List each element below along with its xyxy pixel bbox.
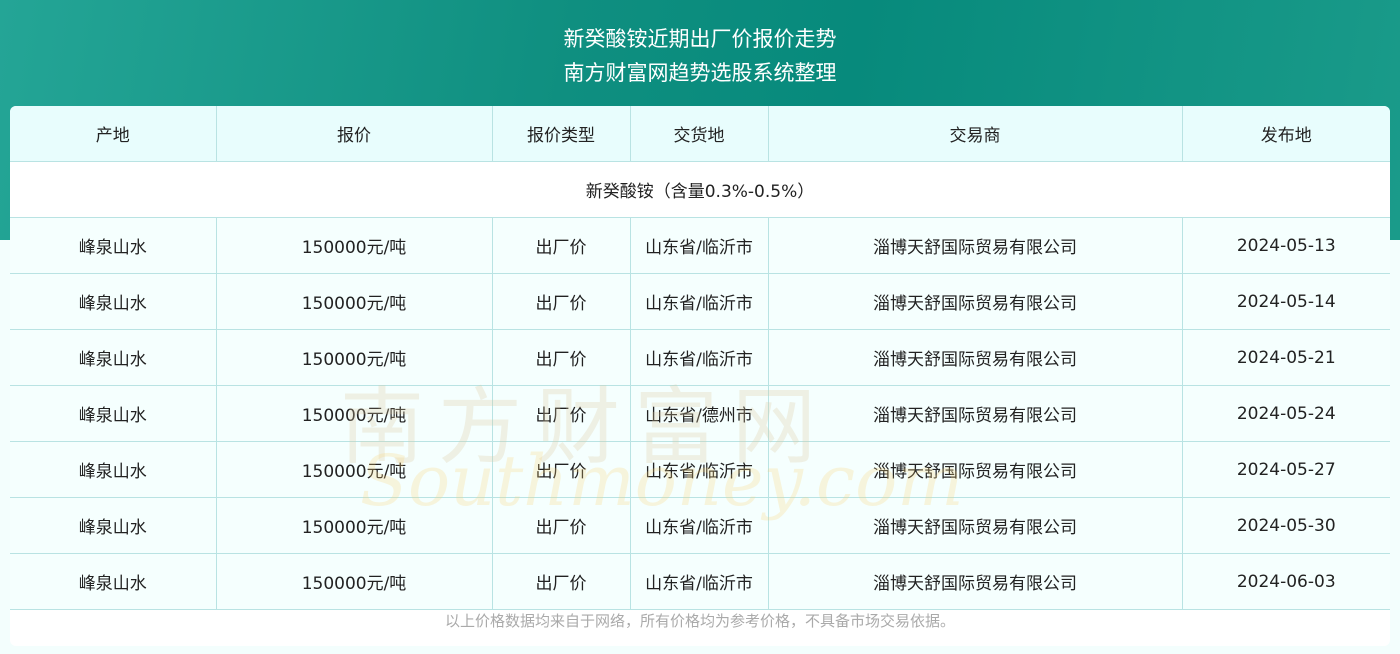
table-row: 峰泉山水 150000元/吨 出厂价 山东省/临沂市 淄博天舒国际贸易有限公司 2024-… (10, 441, 1390, 498)
table-cell: 山东省/临沂市 (630, 217, 769, 274)
table-cell: 峰泉山水 (10, 329, 217, 386)
table-cell: 出厂价 (492, 385, 631, 442)
table-cell: 淄博天舒国际贸易有限公司 (768, 329, 1183, 386)
table-cell: 出厂价 (492, 273, 631, 330)
table-cell: 出厂价 (492, 497, 631, 554)
table-row: 峰泉山水 150000元/吨 出厂价 山东省/临沂市 淄博天舒国际贸易有限公司 2024-… (10, 553, 1390, 610)
table-cell: 峰泉山水 (10, 385, 217, 442)
table-row: 峰泉山水 150000元/吨 出厂价 山东省/德州市 淄博天舒国际贸易有限公司 2024-… (10, 385, 1390, 442)
table-cell: 出厂价 (492, 217, 631, 274)
price-table: 产地 报价 报价类型 交货地 交易商 发布地 新癸酸铵（含量0.3%-0.5%） 峰泉山水… (10, 106, 1390, 610)
price-table-card: 产地 报价 报价类型 交货地 交易商 发布地 新癸酸铵（含量0.3%-0.5%） 峰泉山水… (10, 106, 1390, 646)
table-cell: 峰泉山水 (10, 273, 217, 330)
table-cell: 150000元/吨 (216, 385, 493, 442)
table-cell: 2024-05-14 (1182, 273, 1390, 330)
table-cell: 淄博天舒国际贸易有限公司 (768, 497, 1183, 554)
table-cell: 淄博天舒国际贸易有限公司 (768, 553, 1183, 610)
table-cell: 淄博天舒国际贸易有限公司 (768, 385, 1183, 442)
table-cell: 淄博天舒国际贸易有限公司 (768, 217, 1183, 274)
table-cell: 2024-05-27 (1182, 441, 1390, 498)
table-cell: 150000元/吨 (216, 329, 493, 386)
table-row: 峰泉山水 150000元/吨 出厂价 山东省/临沂市 淄博天舒国际贸易有限公司 2024-… (10, 497, 1390, 554)
table-header-row: 产地 报价 报价类型 交货地 交易商 发布地 (10, 106, 1390, 162)
table-cell: 150000元/吨 (216, 273, 493, 330)
table-cell: 山东省/临沂市 (630, 273, 769, 330)
disclaimer: 以上价格数据均来自于网络，所有价格均为参考价格，不具备市场交易依据。 (444, 612, 955, 630)
page-title: 新癸酸铵近期出厂价报价走势 (563, 27, 837, 51)
table-cell: 山东省/临沂市 (630, 553, 769, 610)
column-header: 报价类型 (492, 106, 631, 162)
table-cell: 2024-05-24 (1182, 385, 1390, 442)
table-cell: 山东省/德州市 (630, 385, 769, 442)
column-header: 发布地 (1182, 106, 1390, 162)
page-subtitle: 南方财富网趋势选股系统整理 (563, 61, 837, 85)
table-cell: 山东省/临沂市 (630, 329, 769, 386)
table-cell: 出厂价 (492, 329, 631, 386)
table-cell: 峰泉山水 (10, 217, 217, 274)
table-cell: 150000元/吨 (216, 217, 493, 274)
column-header: 产地 (10, 106, 217, 162)
group-label: 新癸酸铵（含量0.3%-0.5%） (10, 161, 1390, 218)
table-cell: 2024-06-03 (1182, 553, 1390, 610)
table-row: 峰泉山水 150000元/吨 出厂价 山东省/临沂市 淄博天舒国际贸易有限公司 2024-… (10, 329, 1390, 386)
table-cell: 150000元/吨 (216, 553, 493, 610)
table-cell: 2024-05-21 (1182, 329, 1390, 386)
column-header: 交货地 (630, 106, 769, 162)
table-cell: 2024-05-30 (1182, 497, 1390, 554)
table-cell: 出厂价 (492, 553, 631, 610)
table-cell: 峰泉山水 (10, 553, 217, 610)
table-cell: 峰泉山水 (10, 441, 217, 498)
group-row: 新癸酸铵（含量0.3%-0.5%） (10, 161, 1390, 218)
table-cell: 150000元/吨 (216, 441, 493, 498)
table-cell: 山东省/临沂市 (630, 441, 769, 498)
table-cell: 150000元/吨 (216, 497, 493, 554)
table-cell: 出厂价 (492, 441, 631, 498)
table-cell: 山东省/临沂市 (630, 497, 769, 554)
table-cell: 2024-05-13 (1182, 217, 1390, 274)
column-header: 报价 (216, 106, 493, 162)
table-cell: 淄博天舒国际贸易有限公司 (768, 441, 1183, 498)
table-cell: 淄博天舒国际贸易有限公司 (768, 273, 1183, 330)
table-cell: 峰泉山水 (10, 497, 217, 554)
table-row: 峰泉山水 150000元/吨 出厂价 山东省/临沂市 淄博天舒国际贸易有限公司 2024-… (10, 273, 1390, 330)
column-header: 交易商 (768, 106, 1183, 162)
table-row: 峰泉山水 150000元/吨 出厂价 山东省/临沂市 淄博天舒国际贸易有限公司 2024-… (10, 217, 1390, 274)
